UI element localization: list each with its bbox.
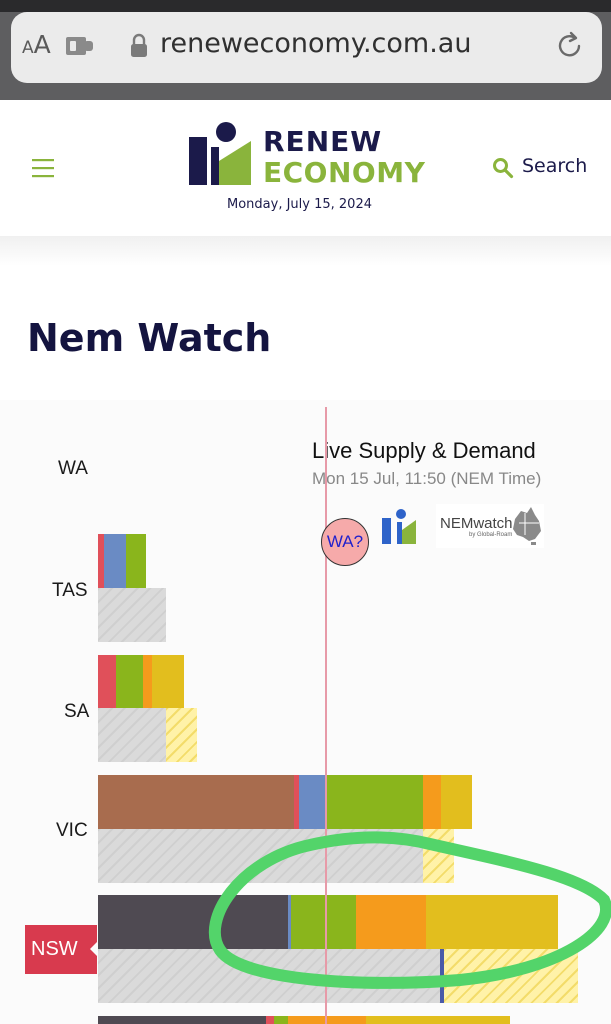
nsw-black-coal-bar[interactable] xyxy=(98,895,288,949)
sa-demand-solar-bar[interactable] xyxy=(166,708,197,762)
text-size-button[interactable]: AA xyxy=(22,30,51,59)
url-text[interactable]: reneweconomy.com.au xyxy=(160,28,472,59)
page-title: Nem Watch xyxy=(27,316,272,360)
vic-utility-solar-bar[interactable] xyxy=(441,775,472,829)
sa-wind-bar[interactable] xyxy=(116,655,143,708)
vic-wind-bar[interactable] xyxy=(325,775,423,829)
nsw-wind-bar[interactable] xyxy=(291,895,356,949)
wa-badge-label: WA? xyxy=(326,532,364,551)
sa-gas-bar[interactable] xyxy=(98,655,116,708)
renew-economy-logo-mark[interactable] xyxy=(189,121,253,187)
sa-utility-solar-bar[interactable] xyxy=(152,655,184,708)
region-label-wa[interactable]: WA xyxy=(58,458,88,479)
widget-title: Live Supply & Demand xyxy=(312,438,536,463)
reload-icon[interactable] xyxy=(555,30,585,60)
vic-gas-bar[interactable] xyxy=(294,775,299,829)
wa-badge[interactable]: WA? xyxy=(321,518,369,566)
tas-gas-bar[interactable] xyxy=(98,534,104,588)
site-header xyxy=(0,100,611,240)
region-label-sa[interactable]: SA xyxy=(64,701,90,722)
region-label-vic[interactable]: VIC xyxy=(56,820,88,841)
nemwatch-byline: by Global-Roam xyxy=(469,532,513,538)
tas-hydro-bar[interactable] xyxy=(104,534,126,588)
search-icon[interactable] xyxy=(492,157,514,179)
tas-demand-bar[interactable] xyxy=(98,588,166,642)
renew-economy-mini-logo[interactable] xyxy=(382,508,416,544)
logo-wordmark-economy[interactable]: ECONOMY xyxy=(263,156,426,189)
interconnector-marker-line xyxy=(325,407,327,1024)
australia-map-icon xyxy=(513,507,541,545)
site-date: Monday, July 15, 2024 xyxy=(227,197,372,212)
extension-icon[interactable] xyxy=(66,35,94,57)
tas-wind-bar[interactable] xyxy=(126,534,146,588)
header-shadow xyxy=(0,236,611,266)
sa-demand-bar[interactable] xyxy=(98,708,166,762)
logo-wordmark-renew[interactable]: RENEW xyxy=(263,125,383,158)
region-label-tas[interactable]: TAS xyxy=(52,580,88,601)
hamburger-menu-icon[interactable] xyxy=(32,157,54,179)
green-annotation-circle xyxy=(209,831,611,989)
lock-icon xyxy=(131,33,147,57)
status-bar-strip xyxy=(0,0,611,12)
nemwatch-logo-text: NEMwatch xyxy=(440,515,513,532)
region-label-nsw: NSW xyxy=(31,938,78,960)
widget-timestamp: Mon 15 Jul, 11:50 (NEM Time) xyxy=(312,469,542,488)
qld-utility-solar-bar[interactable] xyxy=(366,1016,510,1024)
vic-rooftop-solar-bar[interactable] xyxy=(423,775,441,829)
sa-rooftop-solar-bar[interactable] xyxy=(143,655,152,708)
qld-wind-bar[interactable] xyxy=(274,1016,288,1024)
search-link[interactable]: Search xyxy=(522,155,588,177)
vic-brown-coal-bar[interactable] xyxy=(98,775,294,829)
vic-hydro-bar[interactable] xyxy=(299,775,325,829)
address-bar[interactable] xyxy=(11,12,602,83)
nsw-utility-solar-bar[interactable] xyxy=(426,895,558,949)
qld-black-coal-bar[interactable] xyxy=(98,1016,266,1024)
nsw-rooftop-solar-bar[interactable] xyxy=(356,895,426,949)
tab-notch xyxy=(90,941,98,957)
region-tab-nsw-selected[interactable]: NSW xyxy=(25,925,98,974)
qld-rooftop-solar-bar[interactable] xyxy=(288,1016,366,1024)
nsw-hydro-bar[interactable] xyxy=(288,895,291,949)
qld-gas-bar[interactable] xyxy=(266,1016,274,1024)
